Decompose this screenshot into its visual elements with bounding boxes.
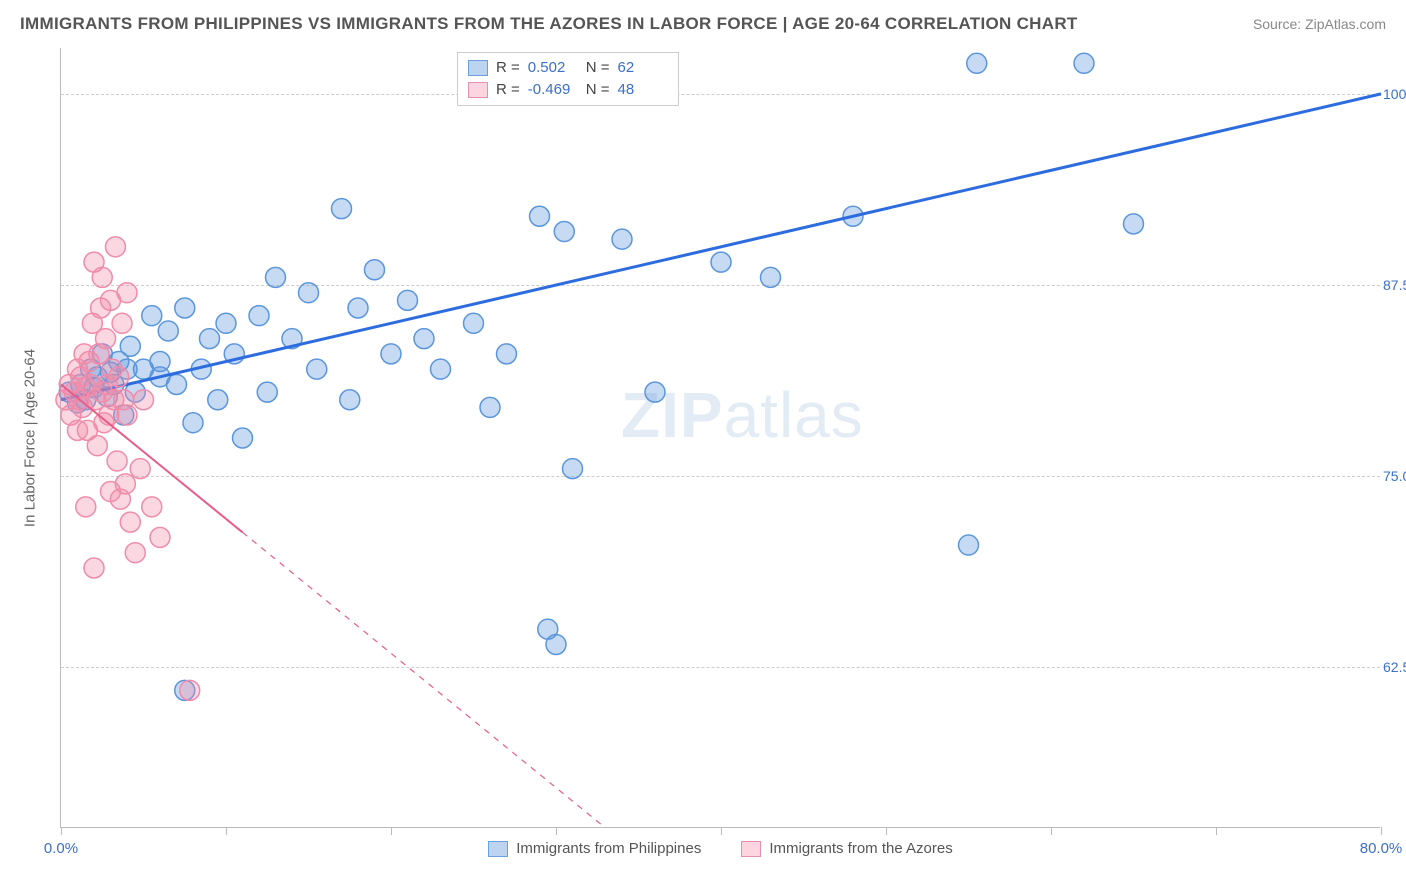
data-point-philippines	[554, 222, 574, 242]
data-point-azores	[105, 237, 125, 257]
data-point-philippines	[480, 397, 500, 417]
data-point-azores	[112, 313, 132, 333]
data-point-philippines	[431, 359, 451, 379]
data-point-philippines	[530, 206, 550, 226]
stats-legend: R = 0.502 N = 62 R = -0.469 N = 48	[457, 52, 679, 106]
x-tick	[886, 827, 887, 835]
data-point-philippines	[967, 53, 987, 73]
data-point-philippines	[183, 413, 203, 433]
data-point-philippines	[257, 382, 277, 402]
data-point-philippines	[414, 329, 434, 349]
data-point-philippines	[200, 329, 220, 349]
data-point-philippines	[142, 306, 162, 326]
data-point-azores	[87, 436, 107, 456]
legend-item-azores: Immigrants from the Azores	[741, 840, 952, 857]
x-axis-max-label: 80.0%	[1360, 840, 1403, 857]
data-point-azores	[130, 459, 150, 479]
data-point-azores	[96, 329, 116, 349]
stat-n-value: 48	[618, 79, 668, 101]
data-point-azores	[134, 390, 154, 410]
y-tick-label: 100.0%	[1383, 86, 1406, 102]
data-point-azores	[125, 543, 145, 563]
x-tick	[391, 827, 392, 835]
data-point-philippines	[332, 199, 352, 219]
stat-n-label: N =	[586, 79, 610, 101]
data-point-philippines	[266, 267, 286, 287]
data-point-philippines	[340, 390, 360, 410]
data-point-azores	[109, 367, 129, 387]
stat-r-label: R =	[496, 57, 520, 79]
data-point-azores	[84, 558, 104, 578]
y-tick-label: 75.0%	[1383, 468, 1406, 484]
y-axis-title: In Labor Force | Age 20-64	[22, 349, 39, 527]
data-point-azores	[115, 474, 135, 494]
x-tick	[226, 827, 227, 835]
stat-r-value: 0.502	[528, 57, 578, 79]
stat-r-value: -0.469	[528, 79, 578, 101]
data-point-azores	[180, 680, 200, 700]
data-point-philippines	[546, 634, 566, 654]
data-point-philippines	[645, 382, 665, 402]
data-point-philippines	[959, 535, 979, 555]
legend-label: Immigrants from Philippines	[516, 840, 701, 857]
data-point-philippines	[398, 290, 418, 310]
x-tick	[1051, 827, 1052, 835]
stats-row-azores: R = -0.469 N = 48	[468, 79, 668, 101]
x-tick	[61, 827, 62, 835]
plot-area: 62.5%75.0%87.5%100.0% ZIPatlas R =0.502N…	[60, 48, 1380, 828]
data-point-philippines	[761, 267, 781, 287]
y-tick-label: 62.5%	[1383, 659, 1406, 675]
data-point-philippines	[348, 298, 368, 318]
data-point-philippines	[711, 252, 731, 272]
legend-swatch	[488, 841, 508, 857]
data-point-philippines	[175, 298, 195, 318]
data-point-philippines	[120, 336, 140, 356]
data-point-azores	[76, 497, 96, 517]
data-point-philippines	[216, 313, 236, 333]
legend-swatch	[468, 82, 488, 98]
data-point-philippines	[299, 283, 319, 303]
data-point-philippines	[249, 306, 269, 326]
x-tick	[1216, 827, 1217, 835]
data-point-azores	[117, 405, 137, 425]
regression-line-philippines	[61, 94, 1381, 400]
data-point-azores	[150, 527, 170, 547]
data-point-philippines	[307, 359, 327, 379]
stat-n-label: N =	[586, 57, 610, 79]
series-legend: Immigrants from Philippines Immigrants fr…	[61, 840, 1380, 857]
regression-line-dashed-azores	[243, 532, 606, 828]
legend-item-philippines: Immigrants from Philippines	[488, 840, 701, 857]
data-point-philippines	[158, 321, 178, 341]
x-tick	[556, 827, 557, 835]
data-point-azores	[68, 420, 88, 440]
stats-row-philippines: R = 0.502 N = 62	[468, 57, 668, 79]
legend-swatch	[468, 60, 488, 76]
data-point-azores	[142, 497, 162, 517]
stat-n-value: 62	[618, 57, 668, 79]
legend-swatch	[741, 841, 761, 857]
x-tick	[721, 827, 722, 835]
data-point-azores	[107, 451, 127, 471]
data-point-philippines	[1074, 53, 1094, 73]
data-point-azores	[101, 290, 121, 310]
data-point-philippines	[233, 428, 253, 448]
data-point-philippines	[1124, 214, 1144, 234]
data-point-azores	[120, 512, 140, 532]
scatter-plot	[61, 48, 1380, 827]
source-attribution: Source: ZipAtlas.com	[1253, 16, 1386, 32]
x-tick	[1381, 827, 1382, 835]
x-axis-min-label: 0.0%	[44, 840, 78, 857]
data-point-philippines	[497, 344, 517, 364]
y-tick-label: 87.5%	[1383, 277, 1406, 293]
data-point-philippines	[365, 260, 385, 280]
data-point-philippines	[381, 344, 401, 364]
data-point-azores	[92, 267, 112, 287]
data-point-philippines	[464, 313, 484, 333]
data-point-philippines	[612, 229, 632, 249]
data-point-philippines	[563, 459, 583, 479]
stat-r-label: R =	[496, 79, 520, 101]
chart-title: IMMIGRANTS FROM PHILIPPINES VS IMMIGRANT…	[20, 14, 1078, 34]
legend-label: Immigrants from the Azores	[769, 840, 952, 857]
data-point-philippines	[208, 390, 228, 410]
